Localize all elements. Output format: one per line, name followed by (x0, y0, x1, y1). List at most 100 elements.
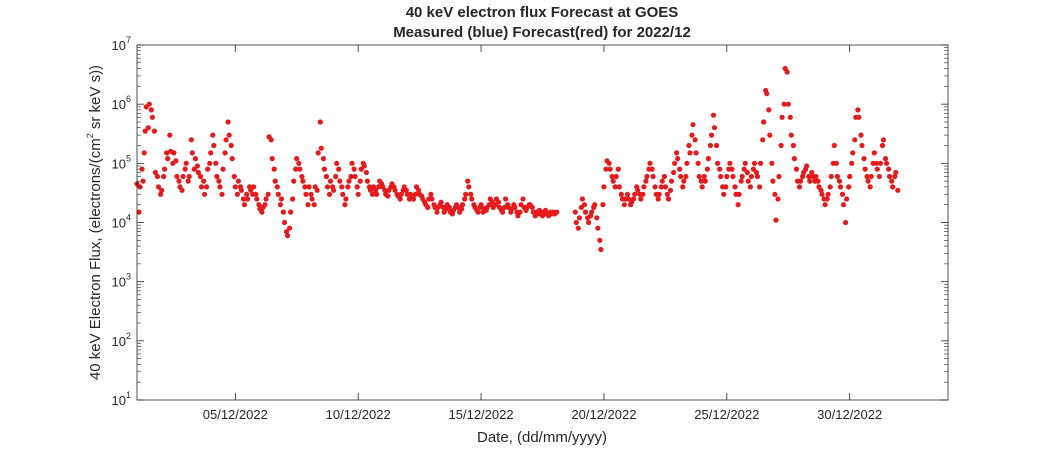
data-point (283, 229, 290, 235)
data-point (661, 173, 668, 180)
data-point (873, 160, 879, 166)
x-tick-label: 10/12/2022 (326, 407, 391, 422)
data-point (245, 196, 251, 202)
data-point (416, 187, 422, 193)
data-point (879, 142, 886, 149)
data-point (595, 225, 601, 231)
data-point (296, 160, 302, 166)
data-point (784, 69, 790, 75)
data-point (836, 178, 843, 184)
data-point (698, 178, 704, 184)
data-point (333, 173, 339, 180)
data-point (351, 166, 357, 172)
data-point (806, 173, 812, 180)
data-point (686, 142, 692, 149)
data-point (290, 196, 296, 202)
data-point (861, 156, 867, 162)
data-point (277, 202, 283, 208)
data-point (761, 119, 767, 125)
data-point (303, 191, 309, 197)
data-point (149, 114, 155, 120)
data-point (847, 173, 853, 180)
data-point (180, 173, 186, 180)
data-point (469, 196, 475, 202)
data-point (186, 173, 192, 180)
data-point (272, 178, 278, 184)
x-tick-label: 20/12/2022 (571, 407, 636, 422)
data-point (581, 202, 588, 208)
data-point (754, 173, 761, 180)
data-point (140, 178, 146, 184)
data-point (576, 215, 583, 221)
data-point (429, 196, 435, 202)
data-point (884, 160, 890, 166)
data-point (844, 196, 850, 202)
data-point (195, 169, 201, 176)
data-point (343, 196, 349, 202)
data-point (320, 156, 326, 162)
data-point (361, 163, 367, 169)
data-point (305, 202, 311, 208)
data-point (240, 196, 247, 202)
data-point (311, 202, 317, 208)
data-point (772, 191, 778, 197)
data-point (398, 191, 404, 197)
data-point (434, 209, 440, 215)
data-point (600, 202, 606, 208)
data-point (603, 166, 609, 172)
data-point (612, 184, 618, 190)
data-point (828, 173, 834, 180)
data-point (288, 209, 294, 215)
data-point (692, 137, 698, 143)
y-tick-label-exponent: 7 (126, 35, 131, 45)
data-point (724, 173, 730, 180)
data-point (385, 193, 391, 199)
data-point (615, 166, 621, 172)
data-point (690, 122, 696, 128)
data-point (460, 202, 466, 208)
data-point (503, 196, 509, 202)
data-point (339, 184, 345, 190)
data-point (616, 184, 622, 190)
data-point (606, 160, 612, 166)
data-point (640, 191, 646, 197)
data-point (152, 169, 158, 176)
y-axis-label-suffix: sr keV s)) (87, 65, 104, 133)
data-point (346, 178, 352, 184)
data-point (675, 156, 681, 162)
data-point (760, 137, 766, 143)
data-point (336, 166, 342, 172)
data-point (609, 173, 615, 180)
data-point (831, 142, 837, 149)
data-point (683, 173, 689, 180)
data-point (665, 196, 672, 202)
y-tick-label: 107 (112, 35, 131, 53)
y-tick-label-base: 10 (112, 38, 126, 53)
data-point (251, 184, 257, 190)
y-tick-label-exponent: 4 (126, 213, 131, 223)
y-tick-label-exponent: 6 (126, 94, 131, 104)
data-point (681, 178, 687, 184)
data-point (655, 196, 661, 202)
data-point (478, 202, 484, 208)
data-point (742, 160, 748, 166)
data-point (613, 173, 619, 180)
data-point (751, 160, 758, 166)
y-tick-label: 104 (112, 213, 131, 231)
data-point (271, 166, 277, 172)
data-point (345, 184, 351, 190)
data-point (220, 166, 226, 172)
data-point (244, 191, 250, 197)
data-point (331, 187, 337, 193)
data-point (809, 169, 815, 176)
data-point (764, 91, 770, 97)
data-point (773, 217, 779, 223)
data-point (204, 184, 210, 190)
data-point (797, 178, 804, 184)
x-axis-ticks: 05/12/2022 10/12/2022 15/12/2022 20/12/2022… (203, 45, 882, 422)
data-point (849, 160, 855, 166)
data-point (775, 196, 781, 202)
data-point (704, 166, 711, 172)
data-point (618, 191, 624, 197)
data-point (475, 209, 481, 215)
